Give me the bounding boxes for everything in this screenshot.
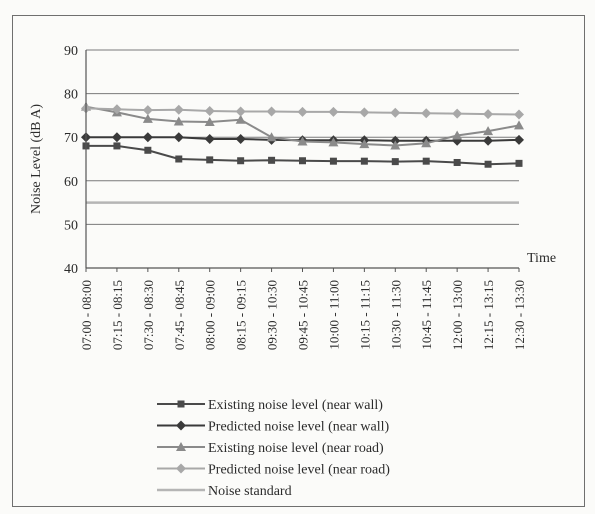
x-tick-label: 10:00 - 11:00	[326, 280, 341, 350]
x-tick-label: 10:15 - 11:15	[357, 280, 372, 350]
data-point-s1-13	[483, 135, 494, 146]
data-point-s3-7	[297, 106, 308, 117]
x-tick-label: 07:45 - 08:45	[172, 280, 187, 350]
data-point-s3-14	[514, 109, 524, 120]
data-point-s0-4	[206, 156, 214, 164]
data-point-s2-14	[514, 120, 524, 130]
data-point-s3-11	[421, 108, 432, 119]
y-tick-label-90: 90	[64, 44, 78, 59]
data-point-s2-4	[204, 116, 215, 126]
data-point-s1-2	[142, 132, 153, 143]
data-point-s2-11	[421, 138, 432, 148]
y-tick-label-40: 40	[64, 262, 78, 277]
x-tick-label: 08:00 - 09:00	[203, 280, 218, 350]
legend-entry-4: Noise standard	[208, 484, 292, 499]
data-point-s2-6	[266, 132, 277, 142]
legend-marker-1	[176, 420, 186, 431]
chart-frame	[12, 15, 585, 507]
data-point-s0-3	[175, 155, 183, 163]
x-tick-label: 12:15 - 13:15	[481, 280, 496, 350]
x-tick-label: 07:00 - 08:00	[79, 280, 94, 350]
data-point-s0-14	[515, 159, 523, 167]
legend-entry-2: Existing noise level (near road)	[208, 441, 384, 456]
x-tick-label: 07:15 - 08:15	[110, 280, 125, 350]
data-point-s0-5	[237, 157, 245, 165]
y-axis-title: Noise Level (dB A)	[29, 104, 44, 214]
data-point-s2-12	[452, 130, 463, 140]
data-point-s3-10	[390, 107, 401, 118]
x-tick-label: 08:15 - 09:15	[234, 280, 249, 350]
data-point-s1-4	[204, 133, 215, 144]
data-point-s2-2	[142, 113, 153, 123]
data-point-s2-9	[359, 139, 370, 149]
x-tick-label: 07:30 - 08:30	[141, 280, 156, 350]
data-point-s1-3	[173, 132, 184, 143]
data-point-s3-8	[328, 106, 339, 117]
data-point-s0-7	[299, 157, 306, 165]
data-point-s3-9	[359, 107, 370, 118]
data-point-s0-2	[144, 146, 152, 154]
data-point-s0-10	[391, 158, 399, 166]
data-point-s3-5	[235, 106, 246, 117]
data-point-s0-12	[453, 158, 461, 166]
legend-marker-0	[177, 400, 185, 408]
data-point-s1-5	[235, 133, 246, 144]
data-point-s1-1	[111, 132, 122, 143]
data-point-s3-1	[111, 104, 122, 115]
legend-entry-3: Predicted noise level (near road)	[208, 463, 390, 478]
data-point-s3-6	[266, 106, 277, 117]
data-point-s3-4	[204, 106, 215, 117]
data-point-s2-5	[235, 114, 246, 124]
x-tick-label: 12:00 - 13:00	[450, 280, 465, 350]
data-point-s3-12	[452, 108, 463, 119]
data-point-s0-6	[268, 156, 276, 164]
y-tick-label-60: 60	[64, 175, 78, 190]
x-tick-label: 09:30 - 10:30	[265, 280, 280, 350]
x-tick-label: 12:30 - 13:30	[512, 280, 527, 350]
data-point-s0-8	[329, 157, 337, 165]
data-point-s2-8	[328, 137, 339, 147]
x-tick-label: 09:45 - 10:45	[296, 280, 311, 350]
data-point-s3-13	[483, 109, 494, 120]
data-point-s0-13	[484, 160, 492, 168]
y-tick-label-80: 80	[64, 88, 78, 103]
data-point-s2-7	[297, 136, 308, 146]
legend-marker-3	[176, 463, 186, 474]
data-point-s3-2	[142, 105, 153, 116]
data-point-s1-14	[514, 134, 524, 145]
data-point-s0-11	[422, 157, 430, 165]
data-point-s3-3	[173, 104, 184, 115]
legend-entry-1: Predicted noise level (near wall)	[208, 420, 389, 435]
legend-marker-2	[176, 442, 186, 451]
x-tick-label: 10:30 - 11:30	[388, 280, 403, 350]
data-point-s2-10	[390, 140, 401, 150]
data-point-s0-1	[113, 142, 121, 150]
data-point-s2-3	[173, 116, 184, 126]
legend-entry-0: Existing noise level (near wall)	[208, 398, 383, 413]
x-tick-label: 10:45 - 11:45	[419, 280, 434, 350]
y-tick-label-70: 70	[64, 131, 78, 146]
data-point-s0-9	[360, 157, 368, 165]
x-axis-title: Time	[527, 251, 556, 266]
y-tick-label-50: 50	[64, 218, 78, 233]
data-point-s2-13	[483, 126, 494, 136]
